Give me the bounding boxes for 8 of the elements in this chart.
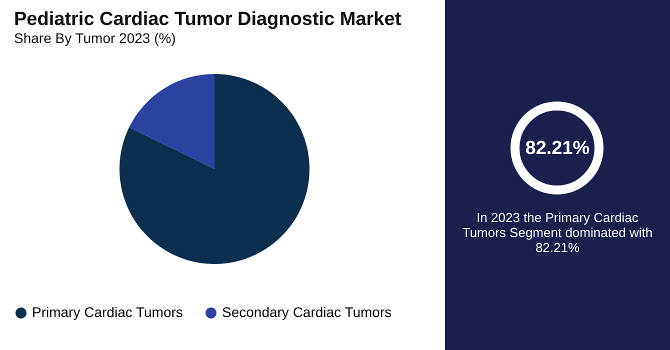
legend-label: Primary Cardiac Tumors [32, 304, 183, 320]
chart-subtitle: Share By Tumor 2023 (%) [14, 30, 176, 46]
legend-label: Secondary Cardiac Tumors [222, 304, 392, 320]
text: 82.21% [524, 138, 591, 160]
text: In 2023 the Primary Cardiac Tumors Segment dominated with 82.21% [461, 210, 654, 255]
pie-slice [120, 74, 310, 264]
pie-slice [129, 74, 214, 169]
chart-title: Pediatric Cardiac Tumor Diagnostic Market [14, 9, 402, 30]
